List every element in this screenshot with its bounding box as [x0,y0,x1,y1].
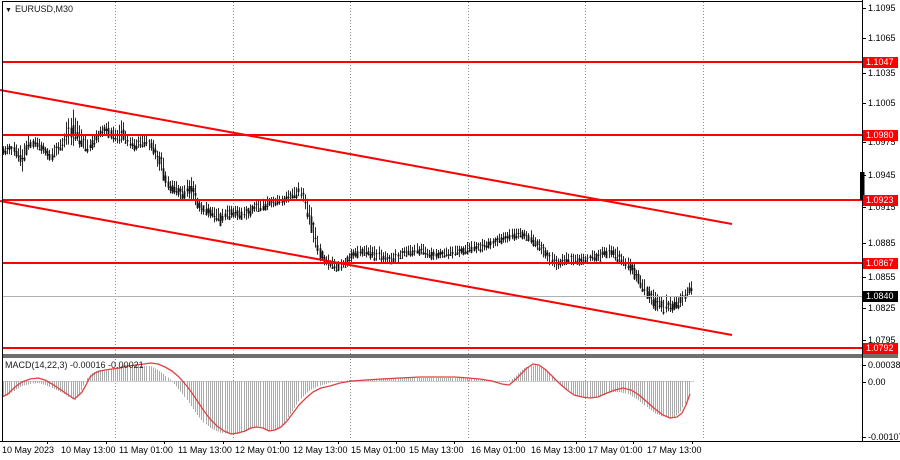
level-price-box: 1.0792 [863,343,898,354]
macd-histogram [3,365,690,434]
time-axis-label: 12 May 13:00 [293,445,348,455]
macd-indicator-label: MACD(14,22,3) -0.00016 -0.00021 [5,360,144,370]
time-axis-label: 12 May 01:00 [235,445,290,455]
time-axis-label: 15 May 13:00 [409,445,464,455]
current-price-box: 1.0840 [863,291,898,302]
time-axis-label: 10 May 2023 [2,445,55,455]
price-axis-label: 1.0945 [868,170,896,180]
level-price-box: 1.1047 [863,57,898,68]
time-axis-label: 10 May 13:00 [61,445,116,455]
price-axis-label: 1.0975 [868,137,896,147]
price-axis-label: 1.1005 [868,98,896,108]
macd-axis-label: 0.00 [868,377,886,387]
macd-signal-line [1,362,691,435]
price-axis-label: 1.0825 [868,303,896,313]
price-axis-label: 1.1095 [868,3,896,13]
macd-axis-label: 0.00038 [868,360,900,370]
price-axis-label: 1.0885 [868,238,896,248]
time-axis-label: 15 May 01:00 [351,445,406,455]
panel-separator[interactable] [2,354,898,358]
dropdown-triangle-icon: ▼ [5,7,12,14]
time-axis-label: 17 May 13:00 [647,445,702,455]
level-price-box: 1.0980 [863,130,898,141]
symbol-timeframe-label: ▼ EURUSD,M30 [5,4,73,14]
time-axis-label: 11 May 01:00 [119,445,173,455]
time-axis-label: 17 May 01:00 [588,445,643,455]
macd-axis-label: -0.00107 [868,432,900,442]
price-axis-label: 1.1065 [868,33,896,43]
time-axis-label: 16 May 13:00 [531,445,586,455]
time-axis-label: 16 May 01:00 [471,445,526,455]
price-axis-label: 1.0915 [868,202,896,212]
upper-trendline[interactable] [0,89,733,225]
price-axis-label: 1.1035 [868,68,896,78]
lower-trendline[interactable] [0,200,733,336]
symbol-text: EURUSD,M30 [14,4,73,14]
latest-bar-marker [860,172,865,200]
level-price-box: 1.0923 [863,195,898,206]
price-axis-label: 1.0855 [868,272,896,282]
level-price-box: 1.0867 [863,258,898,269]
time-axis-label: 11 May 13:00 [178,445,232,455]
price-axis-label: 1.0795 [868,335,896,345]
